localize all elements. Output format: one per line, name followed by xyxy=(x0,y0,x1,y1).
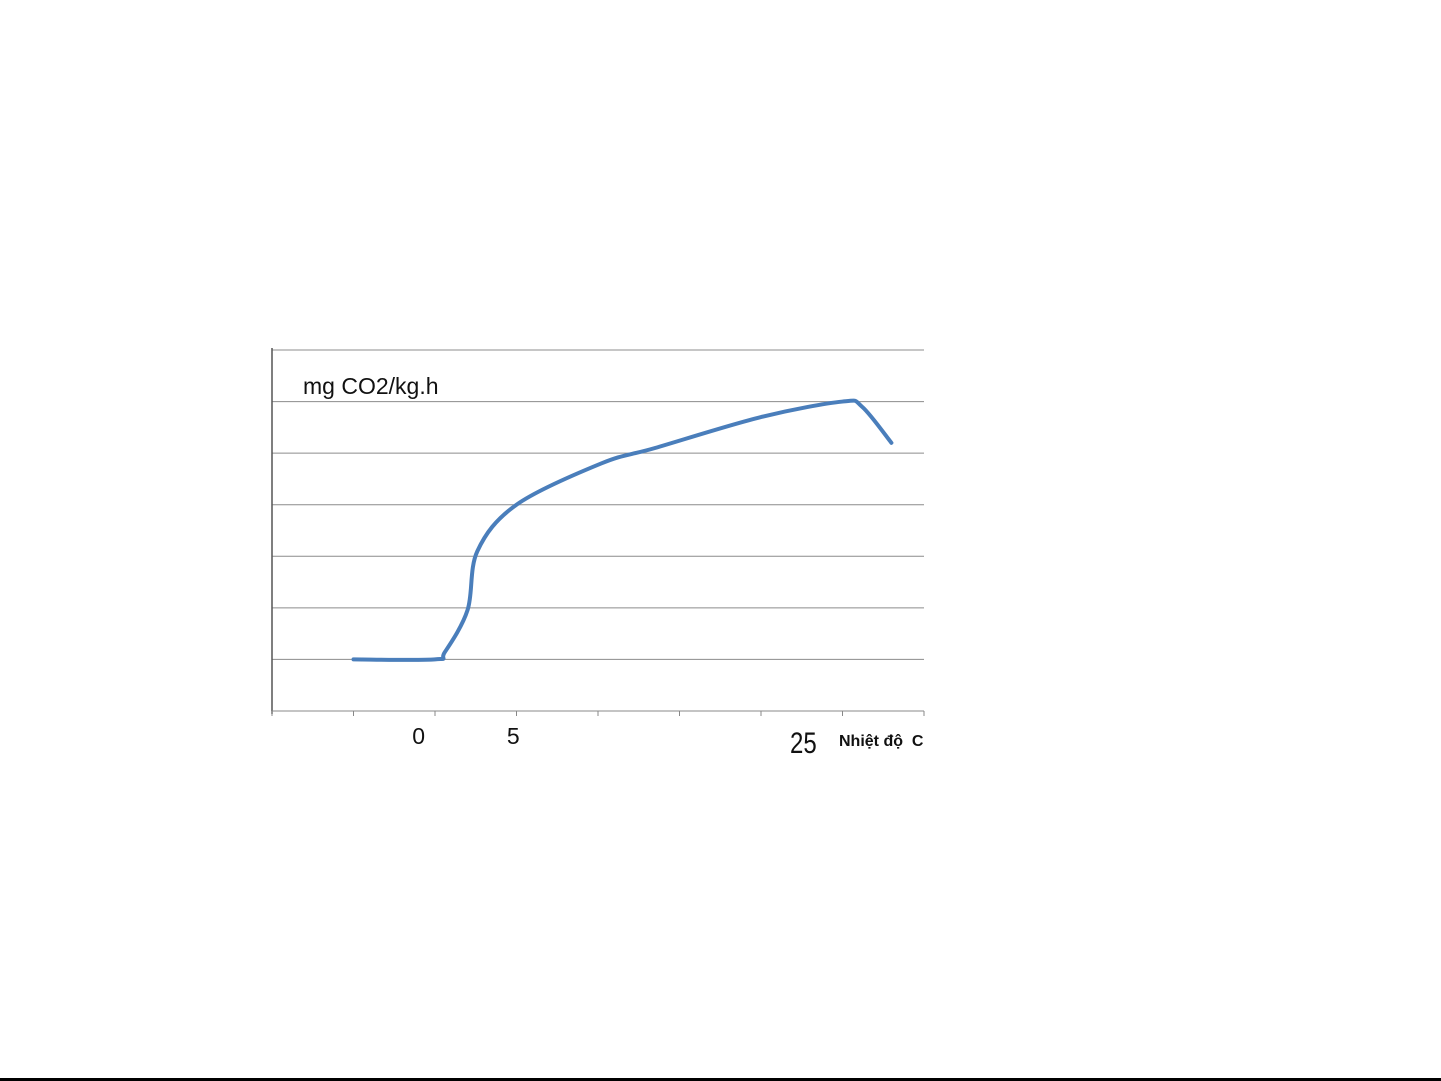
x-tick-label: 5 xyxy=(507,723,520,749)
gridlines xyxy=(272,349,924,660)
x-axis-label: Nhiệt độ C xyxy=(839,733,924,750)
series-line xyxy=(351,398,894,662)
x-tick-label: 0 xyxy=(412,723,425,749)
x-tick-label: 25 xyxy=(790,725,817,759)
y-axis-label: mg CO2/kg.h xyxy=(303,373,439,399)
bottom-border xyxy=(0,1078,1441,1081)
x-ticks xyxy=(271,711,925,716)
x-tick-labels: 0 5 25 xyxy=(412,723,816,760)
